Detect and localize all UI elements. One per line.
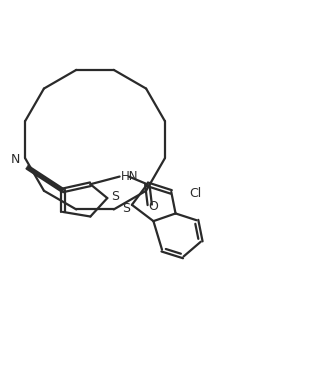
Text: O: O (148, 200, 158, 213)
Text: Cl: Cl (189, 187, 201, 200)
Text: HN: HN (121, 170, 139, 183)
Text: S: S (122, 202, 130, 215)
Text: N: N (11, 153, 20, 166)
Text: S: S (111, 190, 119, 203)
